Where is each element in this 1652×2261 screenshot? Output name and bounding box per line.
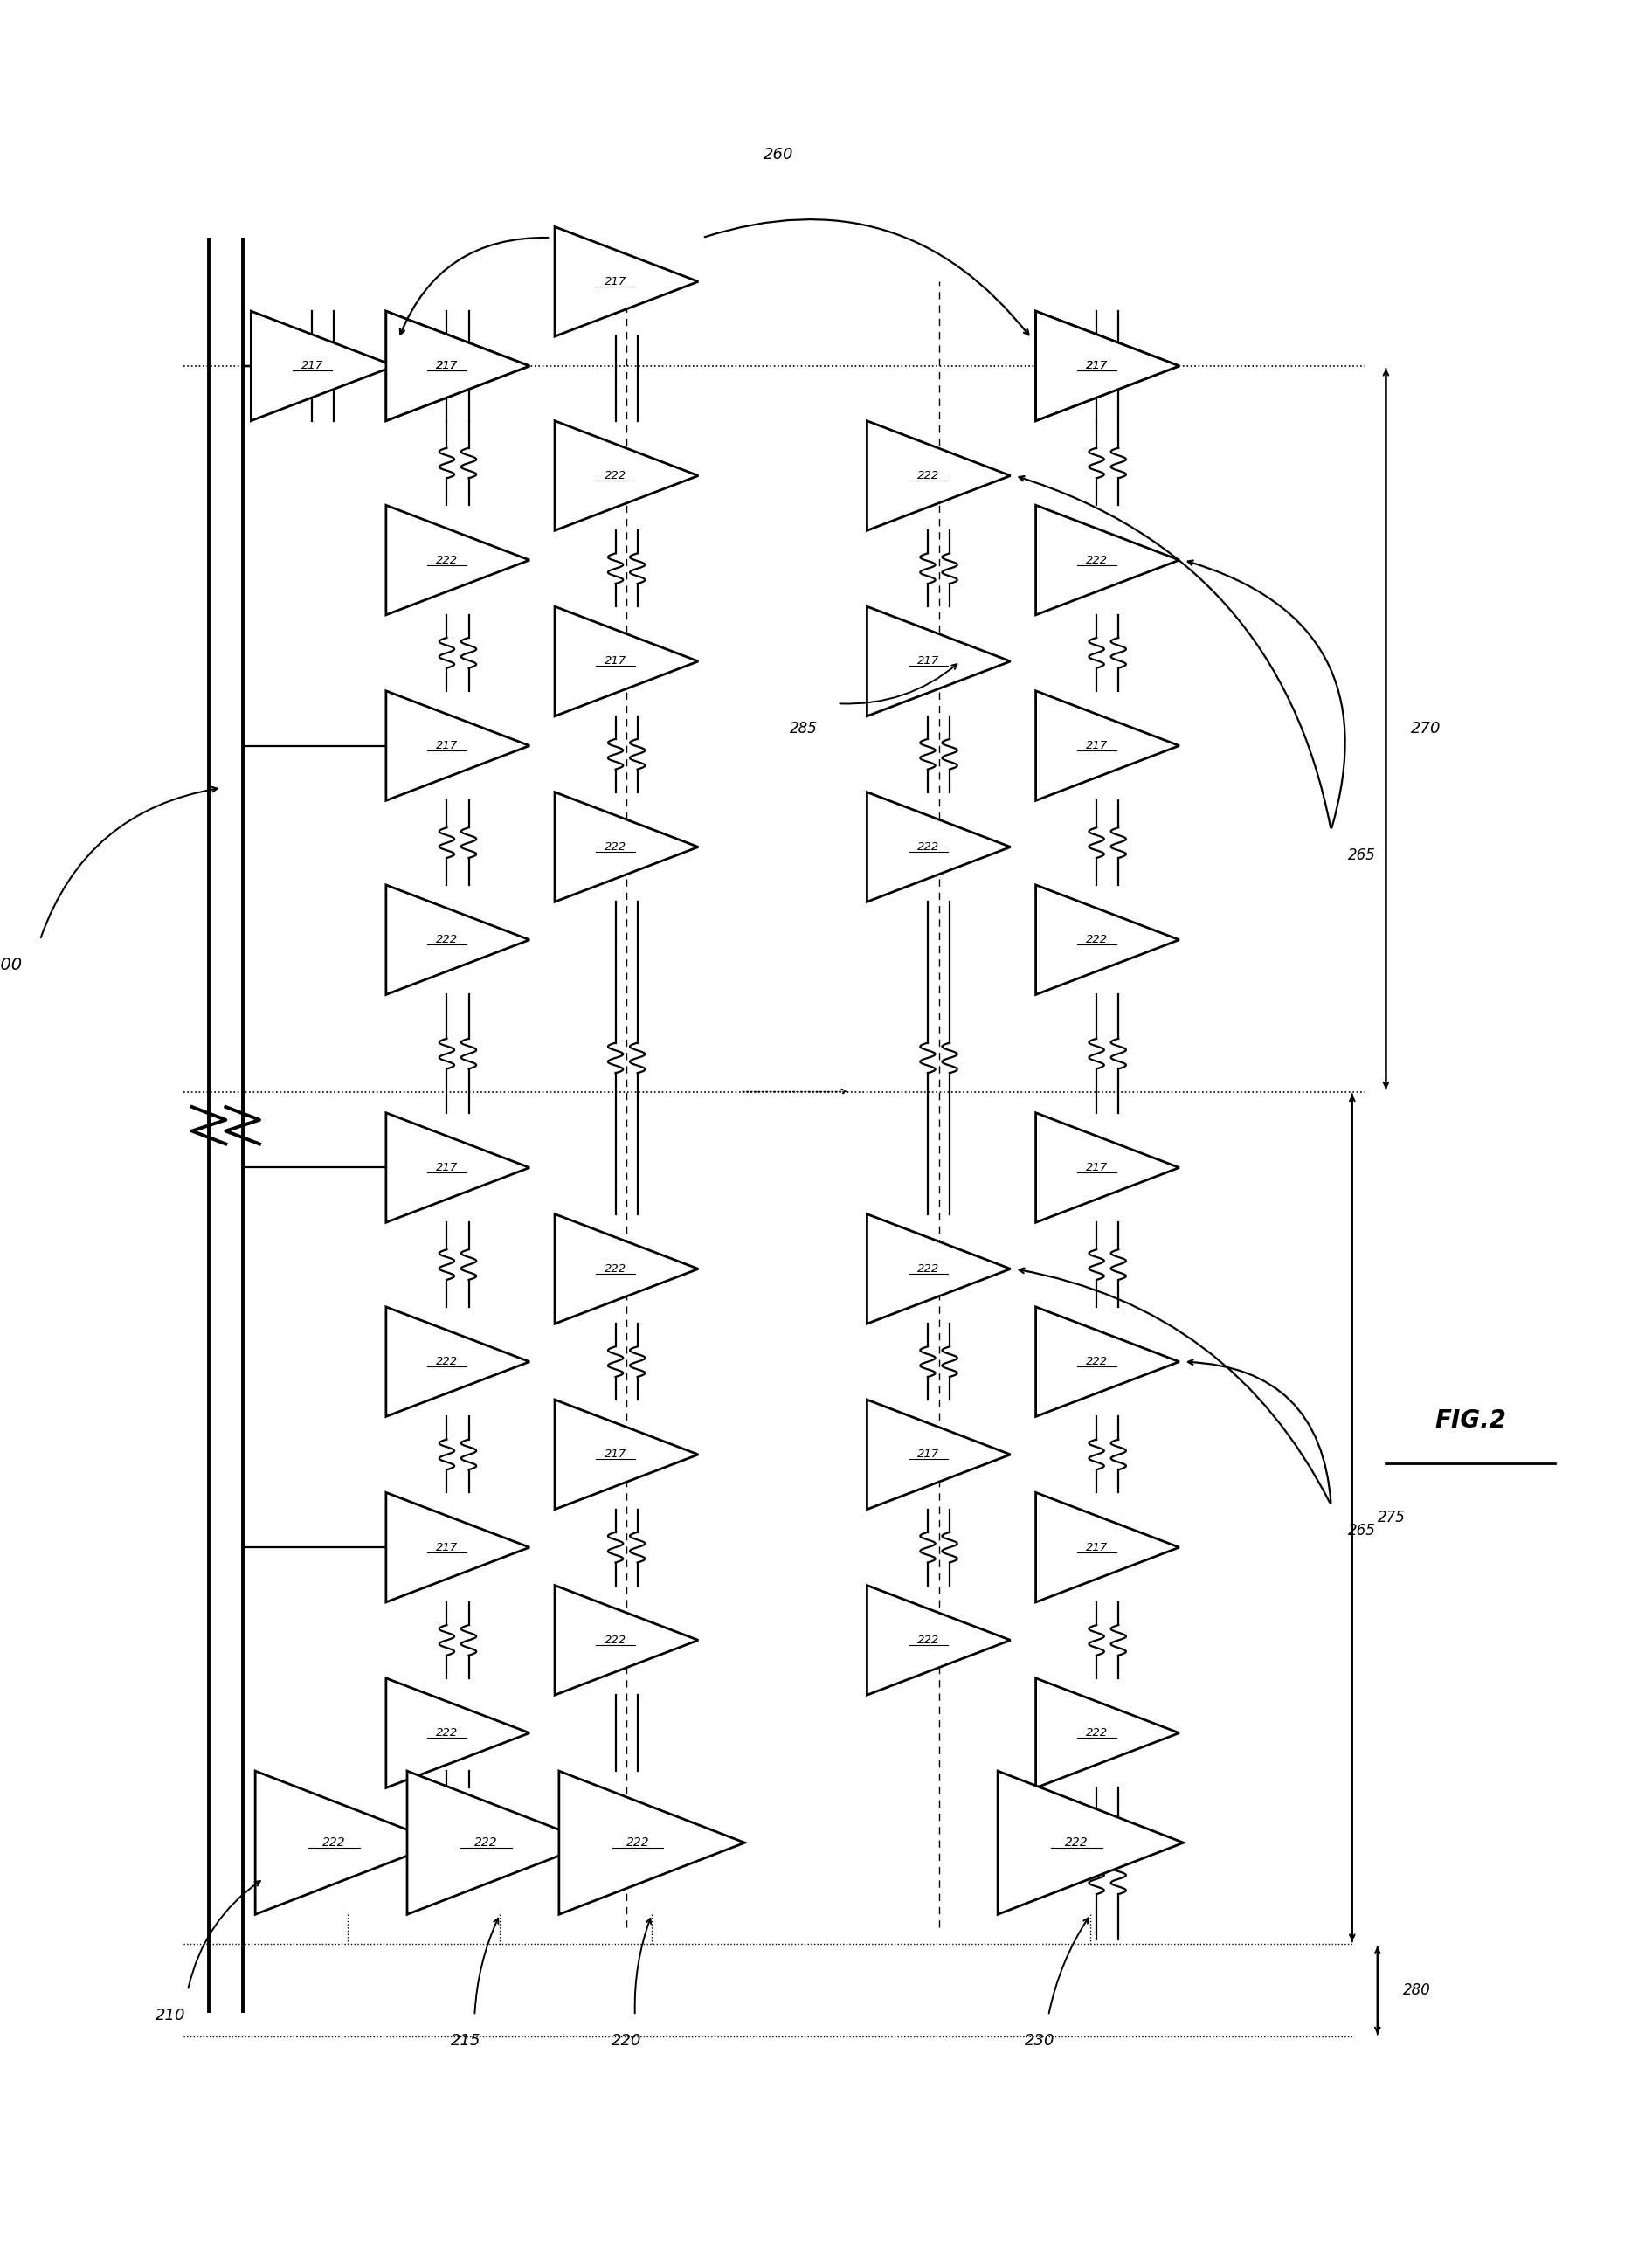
Text: 220: 220 bbox=[611, 2033, 641, 2048]
Polygon shape bbox=[387, 692, 530, 800]
Polygon shape bbox=[867, 791, 1011, 902]
Text: 222: 222 bbox=[605, 1635, 626, 1646]
Polygon shape bbox=[387, 504, 530, 615]
Text: 265: 265 bbox=[1348, 1522, 1376, 1537]
Text: 215: 215 bbox=[451, 2033, 481, 2048]
Text: 222: 222 bbox=[1066, 1836, 1089, 1849]
Polygon shape bbox=[867, 606, 1011, 717]
Text: 217: 217 bbox=[917, 656, 938, 667]
Polygon shape bbox=[387, 1112, 530, 1223]
Polygon shape bbox=[555, 606, 699, 717]
Text: 217: 217 bbox=[605, 276, 626, 287]
Polygon shape bbox=[387, 1678, 530, 1788]
Text: 210: 210 bbox=[155, 2008, 187, 2024]
Text: 222: 222 bbox=[917, 1264, 938, 1275]
Polygon shape bbox=[867, 421, 1011, 531]
Polygon shape bbox=[256, 1770, 441, 1915]
Polygon shape bbox=[555, 1214, 699, 1323]
Text: 217: 217 bbox=[605, 1449, 626, 1461]
Text: 222: 222 bbox=[1085, 554, 1108, 565]
Polygon shape bbox=[251, 312, 395, 421]
Text: 222: 222 bbox=[626, 1836, 649, 1849]
Polygon shape bbox=[1036, 504, 1180, 615]
Polygon shape bbox=[387, 884, 530, 995]
Text: 275: 275 bbox=[1378, 1510, 1406, 1526]
Text: 222: 222 bbox=[917, 470, 938, 482]
Text: 217: 217 bbox=[436, 1542, 458, 1553]
Polygon shape bbox=[406, 1770, 593, 1915]
Text: 217: 217 bbox=[1085, 739, 1108, 751]
Polygon shape bbox=[1036, 312, 1180, 421]
Text: 217: 217 bbox=[301, 359, 322, 371]
Polygon shape bbox=[1036, 1112, 1180, 1223]
Text: 217: 217 bbox=[436, 739, 458, 751]
Polygon shape bbox=[558, 1770, 745, 1915]
Polygon shape bbox=[555, 1400, 699, 1510]
Polygon shape bbox=[555, 791, 699, 902]
Polygon shape bbox=[387, 1307, 530, 1418]
Text: 280: 280 bbox=[1403, 1983, 1431, 1999]
Text: 217: 217 bbox=[436, 359, 458, 371]
Polygon shape bbox=[867, 1585, 1011, 1696]
Text: 222: 222 bbox=[917, 841, 938, 852]
Text: FIG.2: FIG.2 bbox=[1434, 1409, 1507, 1433]
Text: 230: 230 bbox=[1024, 2033, 1056, 2048]
Polygon shape bbox=[867, 1214, 1011, 1323]
Text: 200: 200 bbox=[0, 956, 23, 974]
Polygon shape bbox=[867, 1400, 1011, 1510]
Text: 222: 222 bbox=[322, 1836, 345, 1849]
Text: 222: 222 bbox=[605, 1264, 626, 1275]
Text: 222: 222 bbox=[1085, 1727, 1108, 1739]
Polygon shape bbox=[387, 312, 530, 421]
Polygon shape bbox=[1036, 884, 1180, 995]
Text: 222: 222 bbox=[436, 1357, 458, 1368]
Text: 217: 217 bbox=[1085, 1162, 1108, 1173]
Text: 222: 222 bbox=[1085, 934, 1108, 945]
Text: 217: 217 bbox=[436, 1162, 458, 1173]
Text: 217: 217 bbox=[917, 1449, 938, 1461]
Text: 217: 217 bbox=[436, 359, 458, 371]
Text: 270: 270 bbox=[1411, 721, 1442, 737]
Text: 222: 222 bbox=[917, 1635, 938, 1646]
Polygon shape bbox=[387, 1492, 530, 1603]
Text: 260: 260 bbox=[763, 147, 793, 163]
Text: 265: 265 bbox=[1348, 848, 1376, 864]
Polygon shape bbox=[555, 1585, 699, 1696]
Text: 217: 217 bbox=[1085, 359, 1108, 371]
Text: 222: 222 bbox=[605, 841, 626, 852]
Polygon shape bbox=[1036, 1492, 1180, 1603]
Text: 285: 285 bbox=[790, 721, 818, 737]
Text: 222: 222 bbox=[436, 554, 458, 565]
Text: 217: 217 bbox=[1085, 1542, 1108, 1553]
Text: 222: 222 bbox=[474, 1836, 497, 1849]
Polygon shape bbox=[555, 226, 699, 337]
Text: 217: 217 bbox=[1085, 359, 1108, 371]
Text: 222: 222 bbox=[605, 470, 626, 482]
Polygon shape bbox=[998, 1770, 1183, 1915]
Text: 222: 222 bbox=[436, 1727, 458, 1739]
Polygon shape bbox=[1036, 1307, 1180, 1418]
Polygon shape bbox=[387, 312, 530, 421]
Text: 222: 222 bbox=[436, 934, 458, 945]
Text: 217: 217 bbox=[605, 656, 626, 667]
Polygon shape bbox=[1036, 312, 1180, 421]
Polygon shape bbox=[1036, 692, 1180, 800]
Polygon shape bbox=[555, 421, 699, 531]
Text: 222: 222 bbox=[1085, 1357, 1108, 1368]
Polygon shape bbox=[1036, 1678, 1180, 1788]
